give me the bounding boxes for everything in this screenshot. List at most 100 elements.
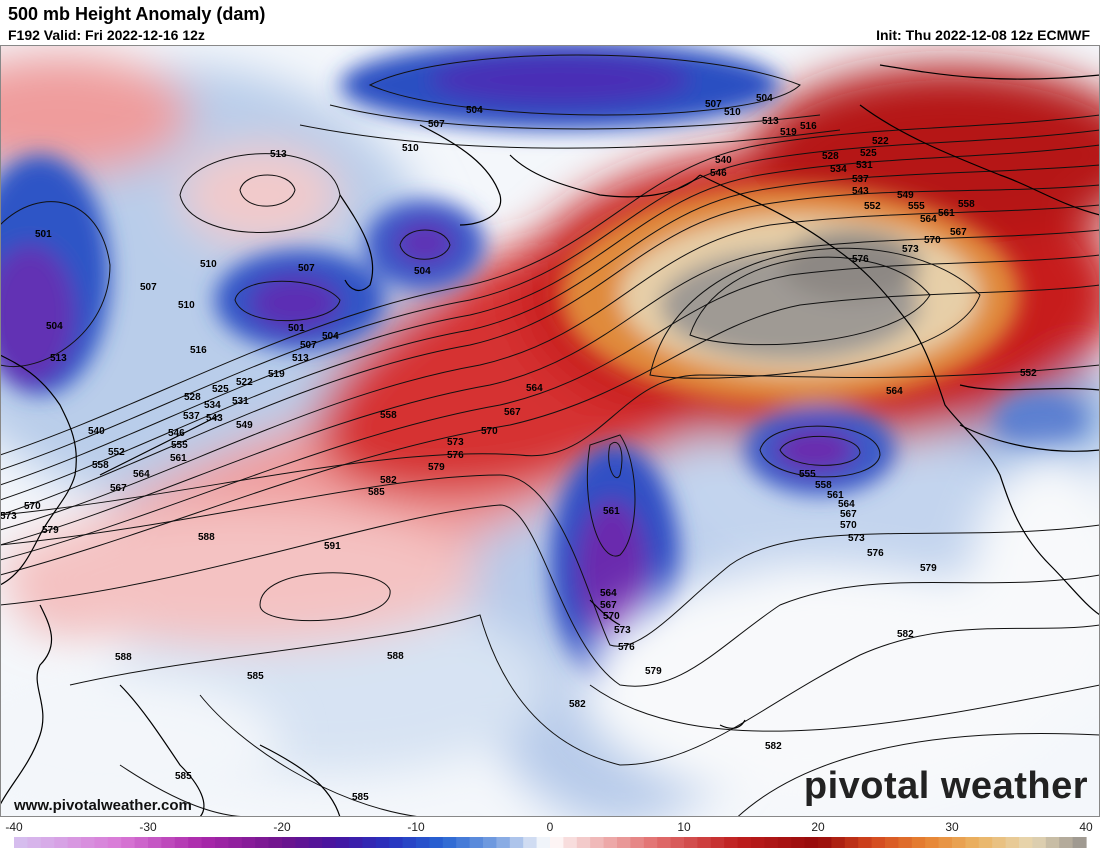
contour-labels: 513 504 507 510 507 504 510 513 519 516 … [0,93,1037,803]
colorbar-tick-label: -10 [407,820,425,834]
colorbar-swatch [402,837,417,848]
contour-label: 585 [247,671,264,682]
colorbar-tick-label: 20 [811,820,825,834]
contour-label: 573 [614,625,631,636]
height-contours [0,54,1100,817]
contour-label: 570 [481,426,498,437]
colorbar-swatch [965,837,980,848]
colorbar-tick-label: -20 [273,820,291,834]
contour-label: 501 [35,229,52,240]
contour-label: 570 [924,235,941,246]
contour-label: 585 [352,792,369,803]
colorbar-tick-label: 10 [677,820,691,834]
colorbar-swatch [295,837,310,848]
contour-label: 507 [298,263,315,274]
contour-label: 510 [200,259,217,270]
contour-label: 576 [618,642,635,653]
contour-label: 507 [705,99,722,110]
colorbar-swatch [509,837,524,848]
colorbar-tick-labels: -40 -30 -20 -10 0 10 20 30 40 [5,820,1093,834]
contour-label: 501 [288,323,305,334]
colorbar-swatch [670,837,685,848]
contour-label: 558 [958,199,975,210]
colorbar-swatch [617,837,631,848]
colorbar-swatch [630,837,645,848]
height-anomaly-map[interactable]: 513 504 507 510 507 504 510 513 519 516 … [0,45,1100,817]
contour-label: 504 [414,266,431,277]
contour-label: 567 [950,227,967,238]
colorbar-swatch [885,837,899,848]
colorbar-swatch [1072,837,1087,848]
colorbar-swatch [174,837,189,848]
colorbar-swatch [724,837,739,848]
colorbar-swatch [603,837,618,848]
contour-label: 519 [268,369,285,380]
colorbar-swatch [697,837,712,848]
colorbar-swatch [657,837,672,848]
contour-label: 576 [867,548,884,559]
colorbar-swatch [215,837,229,848]
contour-label: 546 [710,168,727,179]
colorbar-swatch [389,837,404,848]
colorbar-swatch [107,837,122,848]
pivotal-weather-logo: pivotal weather [803,765,1088,807]
contour-label: 555 [171,440,188,451]
contour-label: 510 [178,300,195,311]
colorbar-tick-label: 30 [945,820,959,834]
contour-label: 507 [300,340,317,351]
colorbar-swatch [54,837,69,848]
colorbar-swatch [349,837,363,848]
colorbar-swatch [469,837,484,848]
colorbar-swatch [858,837,873,848]
colorbar-swatch [255,837,270,848]
contour-label: 582 [897,629,914,640]
contour-label: 564 [133,469,150,480]
colorbar-swatch [737,837,752,848]
colorbar-swatch [429,837,444,848]
colorbar-swatch [804,837,819,848]
contour-label: 519 [780,127,797,138]
contour-label: 564 [838,499,855,510]
contour-label: 504 [756,93,773,104]
colorbar-swatch [483,837,497,848]
contour-label: 543 [206,413,223,424]
header-bar: 500 mb Height Anomaly (dam) F192 Valid: … [0,0,1100,45]
contour-label: 558 [815,480,832,491]
colorbar-swatch [442,837,457,848]
contour-label: 552 [1020,368,1037,379]
colorbar-swatch [1005,837,1020,848]
contour-label: 573 [902,244,919,255]
colorbar-swatch [362,837,377,848]
colorbar-swatch [67,837,82,848]
contour-label: 534 [204,400,221,411]
colorbar-swatch [121,837,136,848]
colorbar-swatch [992,837,1007,848]
contour-label: 546 [168,428,185,439]
anomaly-shading [0,45,1100,817]
colorbar-swatch [911,837,926,848]
colorbar-swatch [416,837,430,848]
contour-label: 525 [212,384,229,395]
contour-label: 552 [864,201,881,212]
colorbar-swatch [134,837,149,848]
contour-label: 558 [92,460,109,471]
colorbar-tick-label: 40 [1079,820,1093,834]
colorbar-swatch [27,837,42,848]
contour-label: 588 [115,652,132,663]
contour-label: 522 [872,136,889,147]
contour-label: 522 [236,377,253,388]
init-time: Init: Thu 2022-12-08 12z ECMWF [876,27,1090,43]
colorbar-swatch [550,837,564,848]
contour-label: 510 [724,107,741,118]
contour-label: 573 [848,533,865,544]
website-url[interactable]: www.pivotalweather.com [14,797,192,814]
colorbar-swatch [523,837,538,848]
contour-label: 585 [175,771,192,782]
contour-label: 564 [526,383,543,394]
colorbar-swatch [938,837,953,848]
contour-label: 567 [110,483,127,494]
contour-label: 582 [569,699,586,710]
colorbar-swatch [952,837,966,848]
contour-label: 567 [600,600,617,611]
colorbar-swatch [94,837,109,848]
